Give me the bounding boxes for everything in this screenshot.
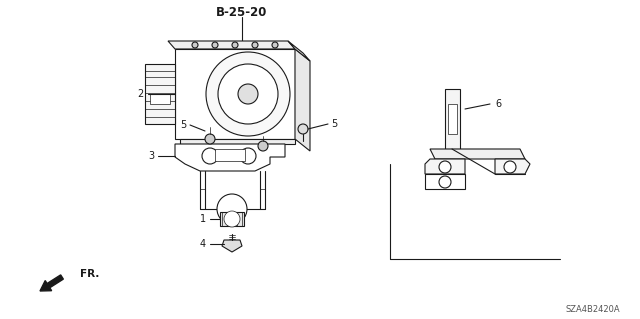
- Circle shape: [252, 42, 258, 48]
- Circle shape: [272, 42, 278, 48]
- Text: 6: 6: [495, 99, 501, 109]
- Polygon shape: [168, 41, 295, 49]
- Circle shape: [205, 134, 215, 144]
- Circle shape: [232, 42, 238, 48]
- Polygon shape: [150, 94, 170, 104]
- Polygon shape: [430, 149, 525, 159]
- Text: 2: 2: [138, 89, 144, 99]
- Polygon shape: [175, 144, 285, 171]
- Circle shape: [504, 161, 516, 173]
- Circle shape: [439, 161, 451, 173]
- Polygon shape: [425, 174, 465, 189]
- Circle shape: [240, 148, 256, 164]
- FancyArrow shape: [40, 275, 63, 291]
- Polygon shape: [145, 64, 175, 124]
- Text: 5: 5: [331, 119, 337, 129]
- Polygon shape: [215, 149, 245, 161]
- Circle shape: [202, 148, 218, 164]
- Polygon shape: [448, 104, 457, 134]
- Text: 4: 4: [200, 239, 206, 249]
- Polygon shape: [288, 41, 310, 61]
- Polygon shape: [445, 89, 460, 149]
- Circle shape: [224, 211, 240, 227]
- Polygon shape: [220, 212, 244, 226]
- Circle shape: [212, 42, 218, 48]
- Polygon shape: [222, 240, 242, 252]
- Polygon shape: [425, 159, 465, 174]
- Text: 3: 3: [148, 151, 154, 161]
- Polygon shape: [295, 49, 310, 151]
- Text: 1: 1: [200, 214, 206, 224]
- Circle shape: [439, 176, 451, 188]
- Circle shape: [298, 124, 308, 134]
- Text: B-25-20: B-25-20: [216, 5, 268, 19]
- Polygon shape: [175, 49, 295, 139]
- Text: SZA4B2420A: SZA4B2420A: [565, 305, 620, 314]
- Circle shape: [192, 42, 198, 48]
- Circle shape: [217, 194, 247, 224]
- Circle shape: [218, 64, 278, 124]
- Circle shape: [238, 84, 258, 104]
- Circle shape: [206, 52, 290, 136]
- Circle shape: [258, 141, 268, 151]
- Polygon shape: [180, 139, 295, 144]
- Text: 5: 5: [180, 120, 186, 130]
- Polygon shape: [495, 159, 530, 174]
- Text: FR.: FR.: [80, 269, 99, 279]
